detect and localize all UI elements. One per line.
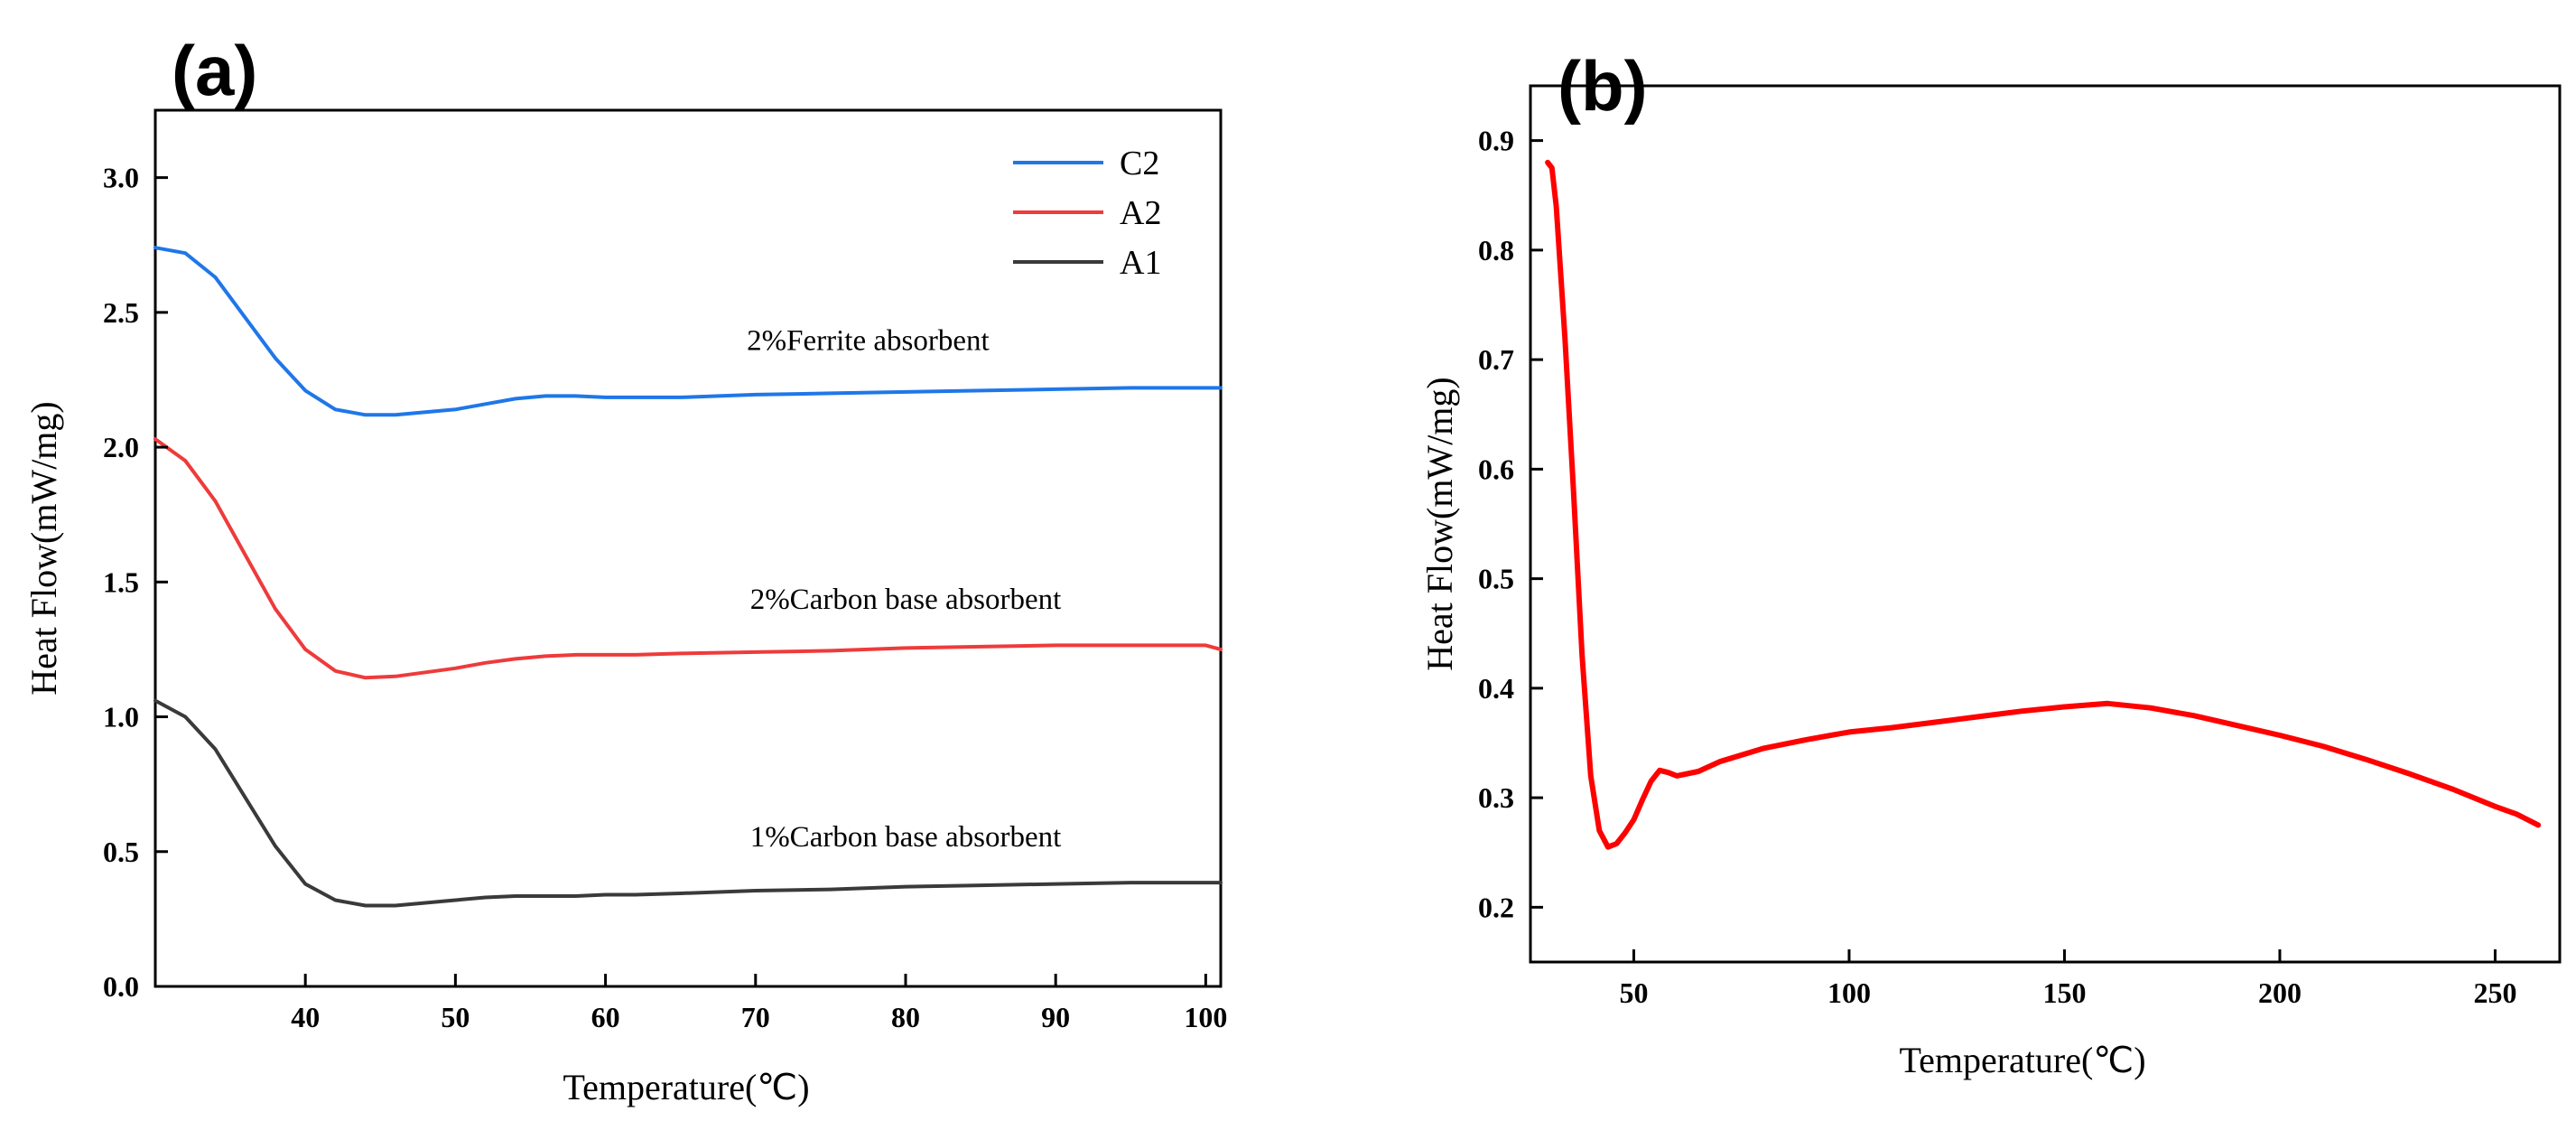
panel-a-x-axis-title: Temperature(℃) (563, 1067, 809, 1107)
panel-a-legend: C2 A2 A1 (1013, 145, 1161, 282)
panel-a-y-axis-title: Heat Flow(mW/mg) (23, 401, 64, 696)
panel-a-y-tick-label: 1.5 (103, 565, 139, 598)
panel-a-y-tick-label: 2.5 (103, 296, 139, 329)
panel-a-x-ticks: 40 50 60 70 80 90 100 (291, 974, 1227, 1033)
panel-a: (a) 40 50 60 70 80 90 100 0.0 0.5 1.0 1.5 2.0 2.5 3.… (23, 31, 1227, 1107)
panel-a-label: (a) (172, 31, 257, 110)
panel-b-y-tick-label: 0.4 (1478, 672, 1514, 705)
legend-label-a1: A1 (1120, 244, 1161, 282)
panel-a-x-tick-label: 50 (441, 1001, 470, 1033)
panel-a-series-line-c2 (153, 246, 1223, 417)
panel-a-series-line-a1 (153, 698, 1223, 908)
panel-b: (b) 50 100 150 200 250 0.20.30.40.50.60.70.8… (1419, 46, 2562, 1080)
panel-b-plot-frame (1529, 84, 2562, 964)
panel-a-x-tick-label: 100 (1184, 1001, 1227, 1033)
panel-b-x-tick-label: 50 (1619, 976, 1648, 1009)
panel-a-series-line-a2 (153, 437, 1223, 680)
panel-b-y-tick-label: 0.5 (1478, 563, 1514, 595)
panel-b-x-tick-label: 150 (2042, 976, 2086, 1009)
panel-a-annotation: 2%Carbon base absorbent (750, 584, 1062, 616)
panel-b-x-tick-label: 200 (2258, 976, 2302, 1009)
panel-b-y-tick-label: 0.2 (1478, 891, 1514, 923)
panel-b-y-tick-label: 0.7 (1478, 343, 1514, 376)
panel-a-annotation: 2%Ferrite absorbent (747, 325, 990, 358)
panel-a-x-tick-label: 80 (891, 1001, 920, 1033)
legend-label-a2: A2 (1120, 194, 1161, 232)
panel-b-x-ticks: 50 100 150 200 250 (1619, 949, 2516, 1009)
panel-a-x-tick-label: 40 (291, 1001, 320, 1033)
panel-a-x-tick-label: 70 (741, 1001, 770, 1033)
panel-a-annotations: 2%Ferrite absorbent 2%Carbon base absorbe… (747, 325, 1061, 854)
panel-a-y-tick-label: 3.0 (103, 162, 139, 194)
panel-a-plot-frame (153, 108, 1223, 988)
panel-a-y-tick-label: 0.5 (103, 836, 139, 868)
panel-b-y-tick-label: 0.3 (1478, 781, 1514, 814)
legend-label-c2: C2 (1120, 145, 1159, 182)
panel-a-annotation: 1%Carbon base absorbent (750, 821, 1062, 854)
panel-b-series-line-0 (1545, 159, 2542, 850)
panel-b-y-tick-label: 0.6 (1478, 453, 1514, 485)
panel-b-y-tick-label: 0.8 (1478, 234, 1514, 266)
panel-b-series (1545, 159, 2542, 850)
panel-b-y-ticks: 0.2 0.3 0.4 0.5 0.6 0.7 0.8 0.9 (1478, 125, 1543, 923)
panel-a-y-tick-label: 1.0 (103, 701, 139, 733)
panel-b-y-axis-title: Heat Flow(mW/mg) (1419, 377, 1460, 671)
panel-a-x-tick-label: 60 (591, 1001, 620, 1033)
panel-a-y-tick-label: 2.0 (103, 431, 139, 463)
panel-a-x-tick-label: 90 (1041, 1001, 1070, 1033)
panel-a-y-ticks: 0.0 0.5 1.0 1.5 2.0 2.5 3.0 (103, 162, 168, 1003)
panel-b-x-tick-label: 100 (1827, 976, 1871, 1009)
panel-b-x-axis-title: Temperature(℃) (1899, 1040, 2145, 1080)
panel-b-x-tick-label: 250 (2473, 976, 2516, 1009)
panel-a-series (153, 246, 1223, 908)
panel-a-y-tick-label: 0.0 (103, 970, 139, 1003)
panel-b-y-tick-label: 0.9 (1478, 125, 1514, 157)
